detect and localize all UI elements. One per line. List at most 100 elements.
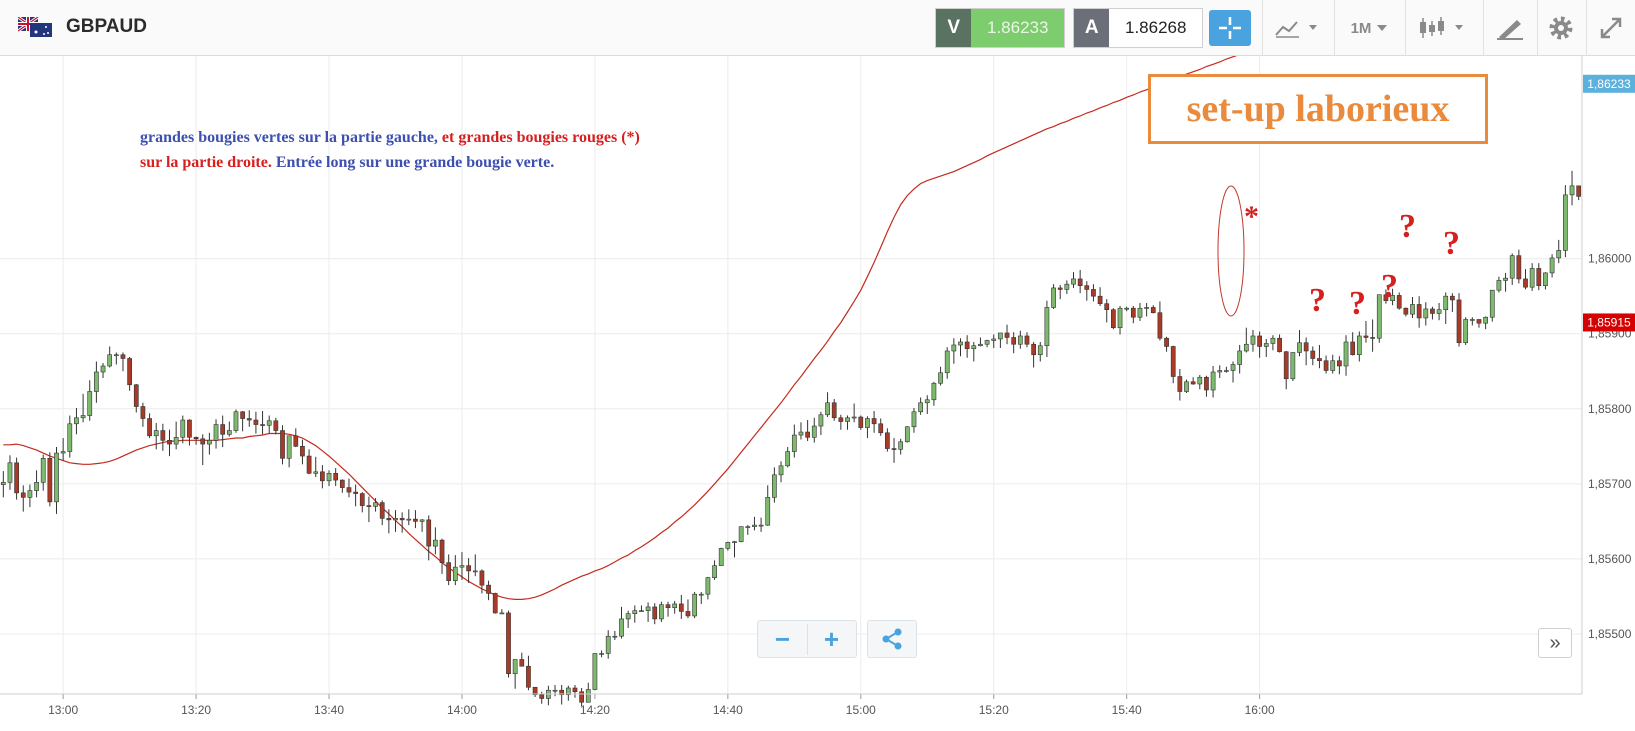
zoom-out-button[interactable]: − [759,623,808,655]
candle-body [1343,341,1349,367]
candle-body [266,420,272,426]
settings-button[interactable] [1540,10,1582,46]
candle [1383,289,1389,304]
candle-body [1529,268,1535,288]
candle-body [725,542,731,549]
candle [605,630,611,659]
candle-body [1170,346,1176,377]
candle-body [1476,319,1482,324]
candle-body [785,451,791,467]
candle-body [1111,309,1116,329]
price-chart[interactable]: 1,855001,856001,857001,858001,859001,860… [0,56,1635,731]
candle [1350,332,1356,356]
candle-body [1383,294,1389,301]
candle [1390,288,1395,306]
candle-body [1556,250,1562,259]
candle-body [685,611,691,617]
candle [592,653,598,691]
candle-body [1017,335,1023,345]
candle-body [918,402,923,413]
candle-body [240,411,245,419]
candle-body [273,420,279,431]
candle [1463,317,1469,345]
candle-body [1430,308,1435,314]
candle [233,409,239,433]
candle-body [406,518,412,521]
candle-body [80,415,86,419]
candle-body [885,432,890,449]
crosshair-button[interactable] [1209,10,1251,46]
candle-body [579,691,584,703]
candle [585,682,591,703]
candle-body [1516,255,1522,280]
zoom-controls: − + [757,620,857,658]
candle [413,510,418,529]
candle [924,395,930,415]
candle-body [1250,335,1256,345]
question-marker-1: ? [1309,282,1326,319]
candle-body [7,462,13,483]
candle [1343,335,1349,376]
candle [619,606,624,639]
candle [1250,329,1256,352]
candle-body [1350,341,1356,356]
candle-body [1037,345,1043,356]
candle [572,684,578,698]
sell-price-button[interactable]: V 1.86233 [935,8,1065,48]
candle-body [1456,299,1462,344]
candle [1403,307,1409,317]
x-tick-label: 13:00 [48,703,78,717]
candle [1197,375,1203,390]
timeframe-dropdown[interactable]: 1M [1340,10,1400,46]
candle [718,547,724,566]
candle [532,686,538,698]
candle [320,465,325,489]
candle-body [1330,360,1336,371]
chevron-down-icon [1377,25,1388,31]
candle [1124,306,1130,312]
candle [831,399,837,421]
chart-type-button[interactable] [1268,10,1328,46]
candle-body [1224,370,1229,372]
drawing-tools-button[interactable] [1488,10,1532,46]
candle [1237,344,1243,374]
candle-body [904,426,910,443]
candle [54,447,59,514]
candle [200,434,206,466]
candle-body [300,446,305,457]
candle-body [1569,185,1575,196]
scroll-right-button[interactable]: » [1538,628,1572,658]
candle [353,484,358,507]
fullscreen-button[interactable] [1590,10,1632,46]
y-tick-label: 1,85700 [1588,477,1632,491]
candle-body [705,577,711,595]
candle-body [825,402,830,416]
candle [599,650,604,658]
candle [805,420,810,442]
candle-body [1197,376,1203,385]
candle [845,415,850,430]
candle [712,560,717,580]
candle-body [67,423,73,452]
candle [1137,302,1143,321]
buy-price-button[interactable]: A 1.86268 [1073,8,1203,48]
candle-body [333,473,339,481]
zoom-in-button[interactable]: + [823,623,840,654]
candle-style-button[interactable] [1410,10,1480,46]
candle-body [47,458,53,503]
candle [1017,330,1023,349]
candle-body [379,502,385,519]
candle [80,393,86,423]
candle [1071,272,1076,288]
candle-body [113,354,119,357]
candle [672,600,678,614]
candle [406,509,412,526]
candle [798,422,804,440]
candle [373,498,378,512]
share-button[interactable] [867,620,917,658]
candle [991,334,997,348]
candle-body [692,593,697,617]
candle-body [326,473,332,482]
candle-body [366,505,372,507]
candle [1091,284,1096,302]
